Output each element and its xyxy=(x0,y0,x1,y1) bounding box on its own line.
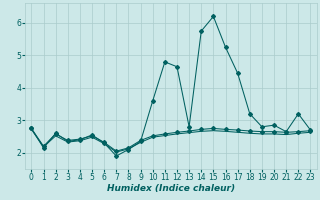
X-axis label: Humidex (Indice chaleur): Humidex (Indice chaleur) xyxy=(107,184,235,193)
